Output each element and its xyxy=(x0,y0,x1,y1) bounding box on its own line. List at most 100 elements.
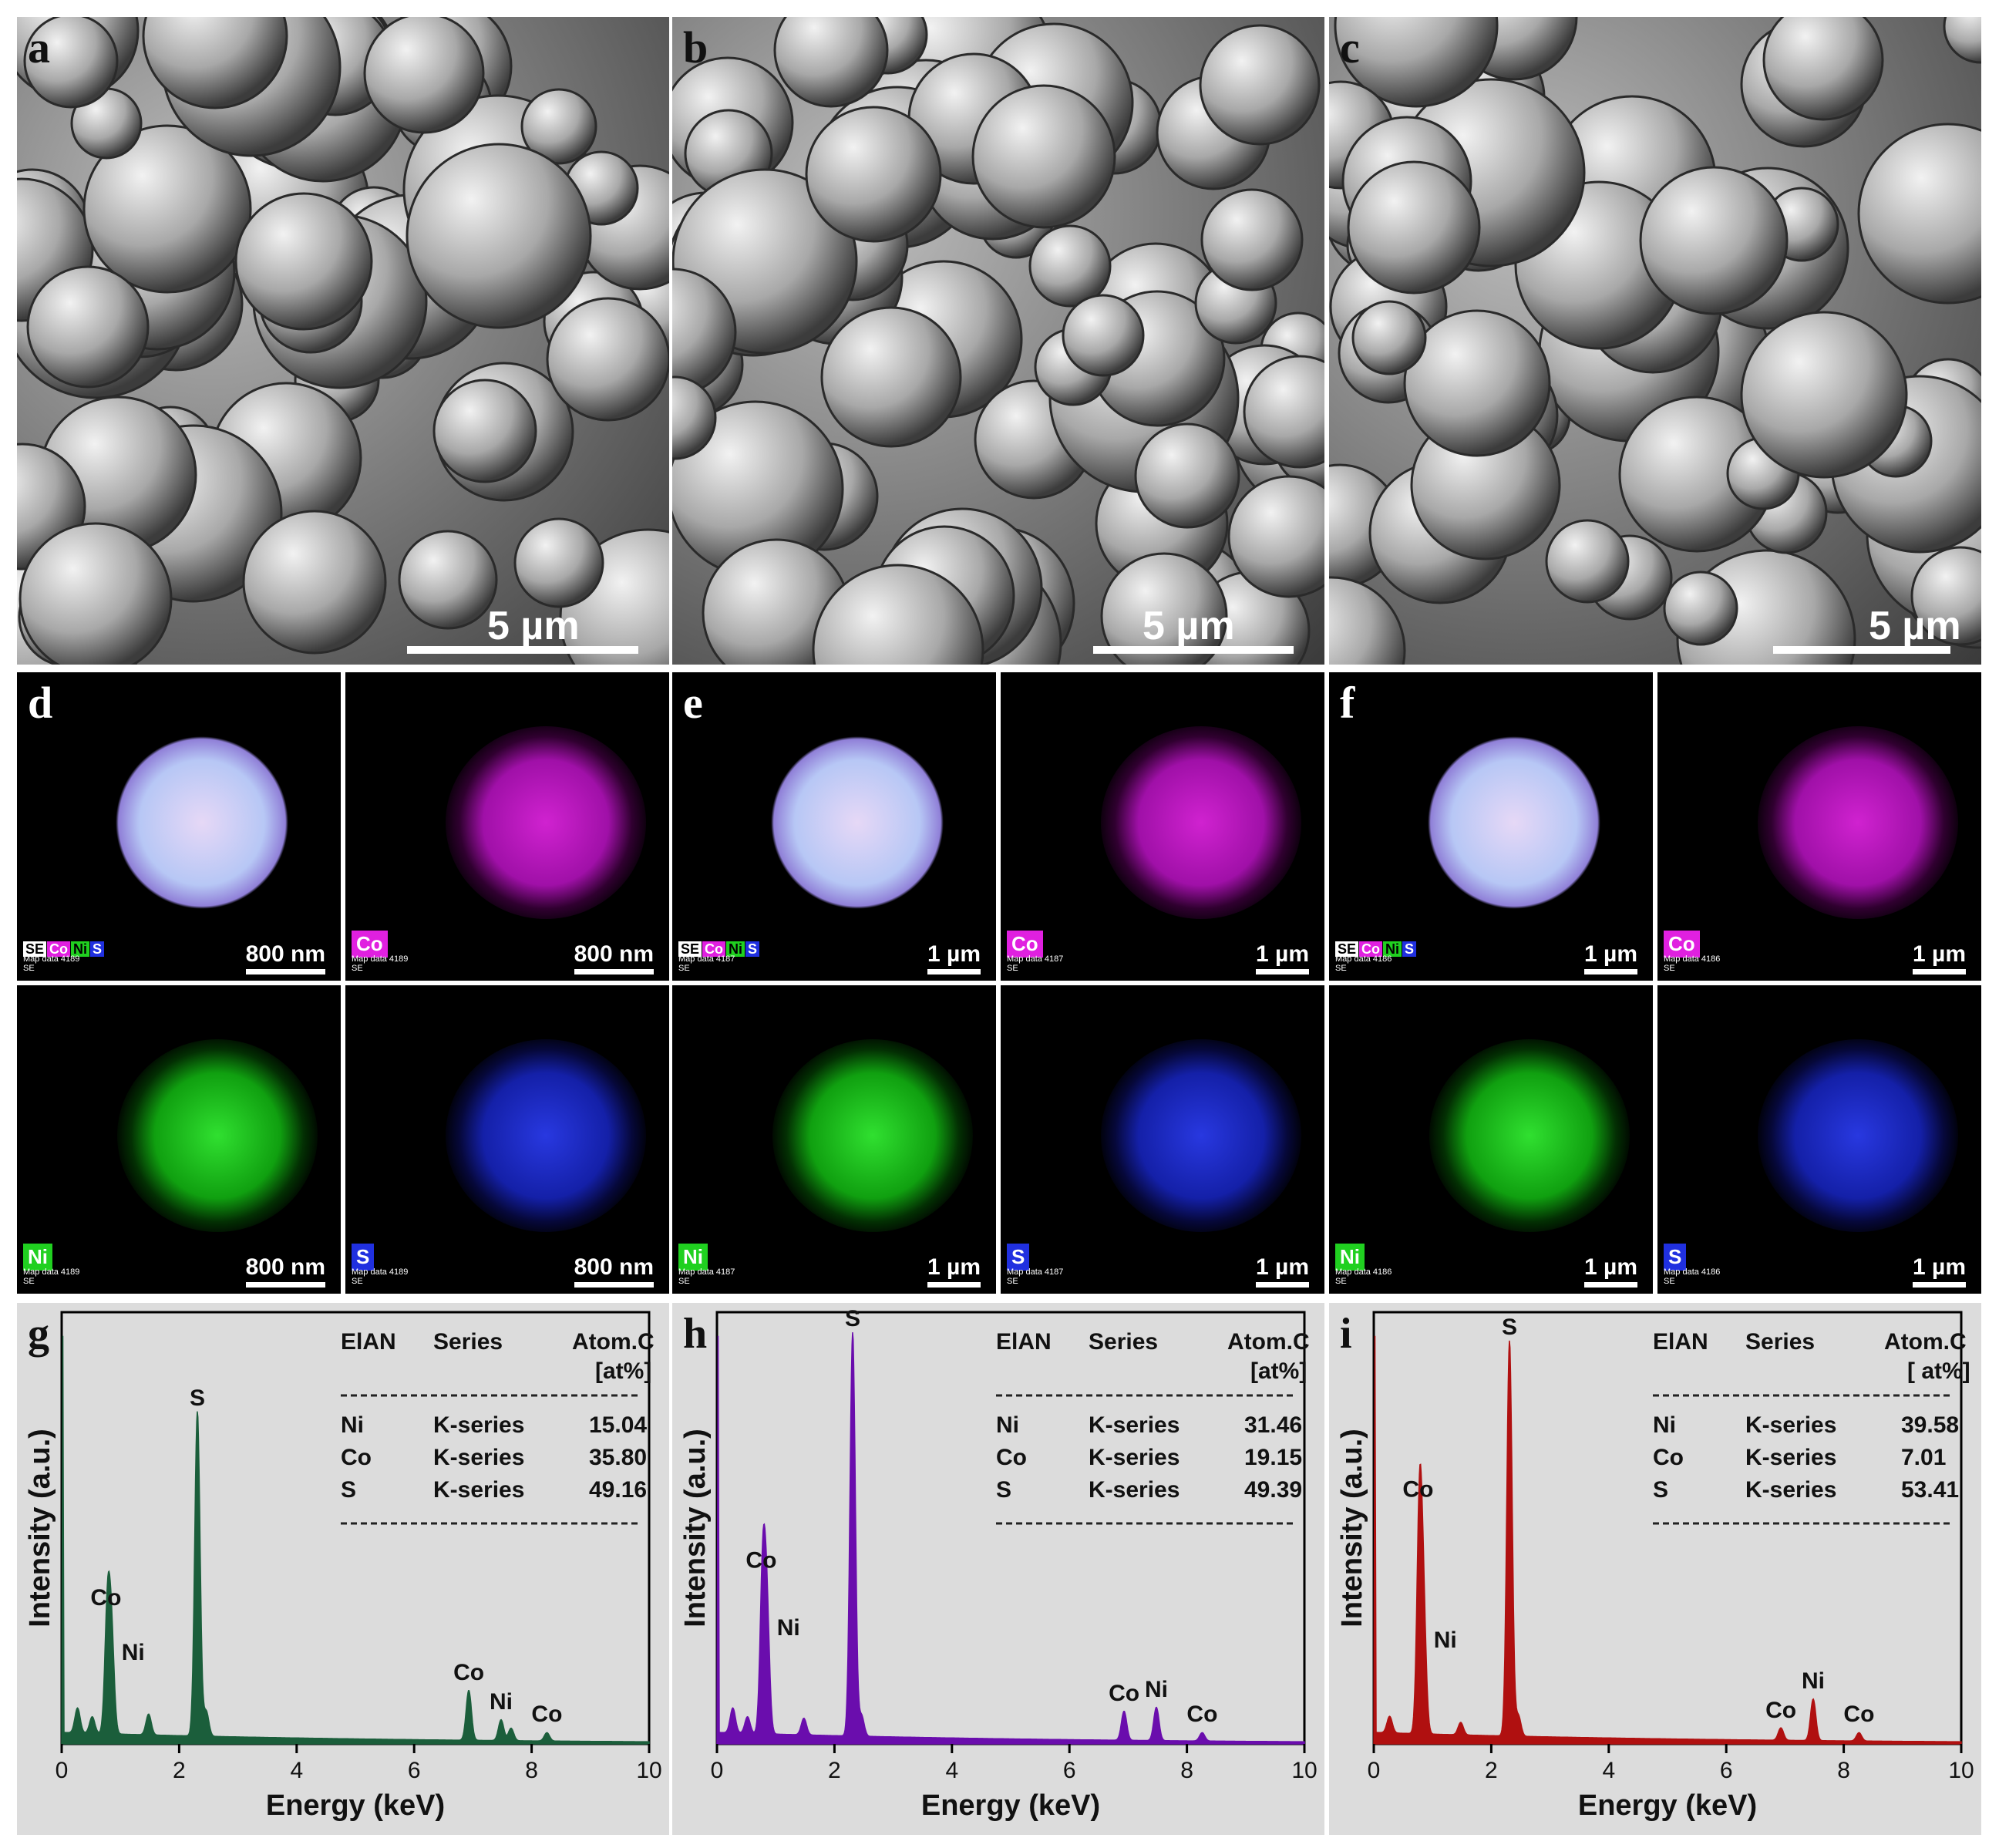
scale-label: 5 µm xyxy=(1143,604,1235,648)
x-tick-label: 4 xyxy=(1602,1758,1615,1783)
peak-label: Co xyxy=(1765,1698,1796,1723)
map-scale: 1 µm xyxy=(1913,1254,1966,1288)
map-detector: SE xyxy=(1664,964,1675,973)
table-cell: Ni xyxy=(1653,1412,1676,1438)
eds-map-d-overlay: d SE Co Ni S Map data 4189 SE 800 nm xyxy=(17,672,341,981)
x-tick-label: 4 xyxy=(945,1758,958,1783)
table-cell: K-series xyxy=(433,1445,524,1470)
map-data-caption: Map data 4186 SE xyxy=(1335,1267,1392,1286)
x-tick-label: 2 xyxy=(1485,1758,1498,1783)
panel-label: g xyxy=(28,1310,49,1358)
peak-label: Ni xyxy=(122,1640,145,1665)
table-header: Atom.C xyxy=(1227,1329,1310,1355)
legend-chip-ni: Ni xyxy=(726,941,745,957)
table-cell: K-series xyxy=(1089,1412,1180,1438)
map-data-caption: Map data 4187 SE xyxy=(1007,1267,1063,1286)
peak-label: Ni xyxy=(1434,1628,1457,1653)
x-tick-label: 6 xyxy=(408,1758,421,1783)
x-tick-label: 6 xyxy=(1720,1758,1733,1783)
map-id: Map data 4189 xyxy=(352,954,409,964)
eds-map-e-co: Co Map data 4187 SE 1 µm xyxy=(1001,672,1324,981)
map-data-caption: Map data 4187 SE xyxy=(1007,954,1063,973)
element-tag-s: S xyxy=(352,1244,375,1271)
table-unit: [at%] xyxy=(1250,1358,1307,1384)
map-data-caption: Map data 4186 SE xyxy=(1664,1267,1720,1286)
map-scale-bar xyxy=(245,1282,325,1288)
map-scale-label: 800 nm xyxy=(245,1254,325,1280)
panel-label: i xyxy=(1340,1310,1352,1358)
peak-label: Ni xyxy=(777,1615,800,1641)
map-detector: SE xyxy=(1335,1277,1347,1286)
panel-label: c xyxy=(1340,22,1360,72)
peak-label: S xyxy=(1502,1314,1517,1340)
map-scale: 1 µm xyxy=(1256,1254,1309,1288)
map-data-caption: Map data 4189 SE xyxy=(23,954,79,973)
map-id: Map data 4186 xyxy=(1664,1267,1721,1277)
table-cell: K-series xyxy=(1089,1477,1180,1503)
table-cell: 53.41 xyxy=(1901,1477,1959,1503)
map-detector: SE xyxy=(23,1277,35,1286)
panel-label: b xyxy=(683,22,708,72)
map-scale-bar xyxy=(927,969,981,974)
map-scale-label: 1 µm xyxy=(1584,1254,1637,1280)
element-tag-s: S xyxy=(1007,1244,1030,1271)
legend-chip-ni: Ni xyxy=(71,941,90,957)
table-unit: [ at%] xyxy=(1907,1358,1970,1384)
map-scale-bar xyxy=(1913,1282,1966,1288)
particle xyxy=(1910,546,1981,646)
particle xyxy=(672,375,717,460)
table-header: ElAN xyxy=(1653,1329,1708,1355)
table-cell: K-series xyxy=(1745,1445,1836,1470)
eds-map-e-ni: Ni Map data 4187 SE 1 µm xyxy=(672,985,996,1294)
eds-map-f-ni: Ni Map data 4186 SE 1 µm xyxy=(1329,985,1653,1294)
plot-frame xyxy=(715,1311,1306,1745)
map-data-caption: Map data 4189 SE xyxy=(352,1267,408,1286)
map-scale: 1 µm xyxy=(1913,941,1966,974)
particle xyxy=(242,510,387,655)
x-tick-label: 0 xyxy=(711,1758,724,1783)
particle xyxy=(773,17,889,108)
map-data-caption: Map data 4187 SE xyxy=(678,954,735,973)
particle-signal xyxy=(117,1039,318,1232)
x-tick-label: 0 xyxy=(56,1758,69,1783)
table-cell: 49.16 xyxy=(589,1477,647,1503)
table-cell: 35.80 xyxy=(589,1445,647,1470)
particle xyxy=(1329,576,1406,665)
table-cell: 31.46 xyxy=(1244,1412,1302,1438)
y-axis-label: Intensity (a.u.) xyxy=(24,1429,56,1628)
eds-map-f-co: Co Map data 4186 SE 1 µm xyxy=(1657,672,1981,981)
legend-chip-ni: Ni xyxy=(1383,941,1402,957)
particle-signal xyxy=(1101,726,1301,919)
particle xyxy=(805,106,942,243)
particle xyxy=(1334,17,1499,108)
map-scale: 1 µm xyxy=(1256,941,1309,974)
peak-label: Co xyxy=(531,1702,562,1727)
table-header: Series xyxy=(433,1329,503,1355)
eds-map-d-s: S Map data 4189 SE 800 nm xyxy=(345,985,669,1294)
particle xyxy=(1639,166,1789,315)
eds-map-e-overlay: e SE Co Ni S Map data 4187 SE 1 µm xyxy=(672,672,996,981)
plot-frame xyxy=(60,1311,651,1745)
particle xyxy=(1943,17,1981,64)
table-header: Atom.C xyxy=(572,1329,655,1355)
particle xyxy=(1062,294,1145,377)
particle xyxy=(432,379,537,483)
map-id: Map data 4187 xyxy=(678,954,735,964)
x-tick-label: 10 xyxy=(1948,1758,1974,1783)
eds-map-d-ni: Ni Map data 4189 SE 800 nm xyxy=(17,985,341,1294)
table-unit: [at%] xyxy=(595,1358,651,1384)
map-id: Map data 4186 xyxy=(1335,954,1392,964)
particle xyxy=(513,517,604,608)
particle xyxy=(1028,224,1112,308)
particle-signal xyxy=(1414,726,1614,919)
peak-label: S xyxy=(190,1385,205,1411)
table-cell: 19.15 xyxy=(1244,1445,1302,1470)
map-scale-bar xyxy=(1256,969,1309,974)
plot-frame xyxy=(1372,1311,1963,1745)
map-scale: 1 µm xyxy=(1584,1254,1637,1288)
table-header: Series xyxy=(1089,1329,1158,1355)
particle xyxy=(1762,17,1884,121)
eds-map-d-co: Co Map data 4189 SE 800 nm xyxy=(345,672,669,981)
particle xyxy=(1200,188,1304,291)
